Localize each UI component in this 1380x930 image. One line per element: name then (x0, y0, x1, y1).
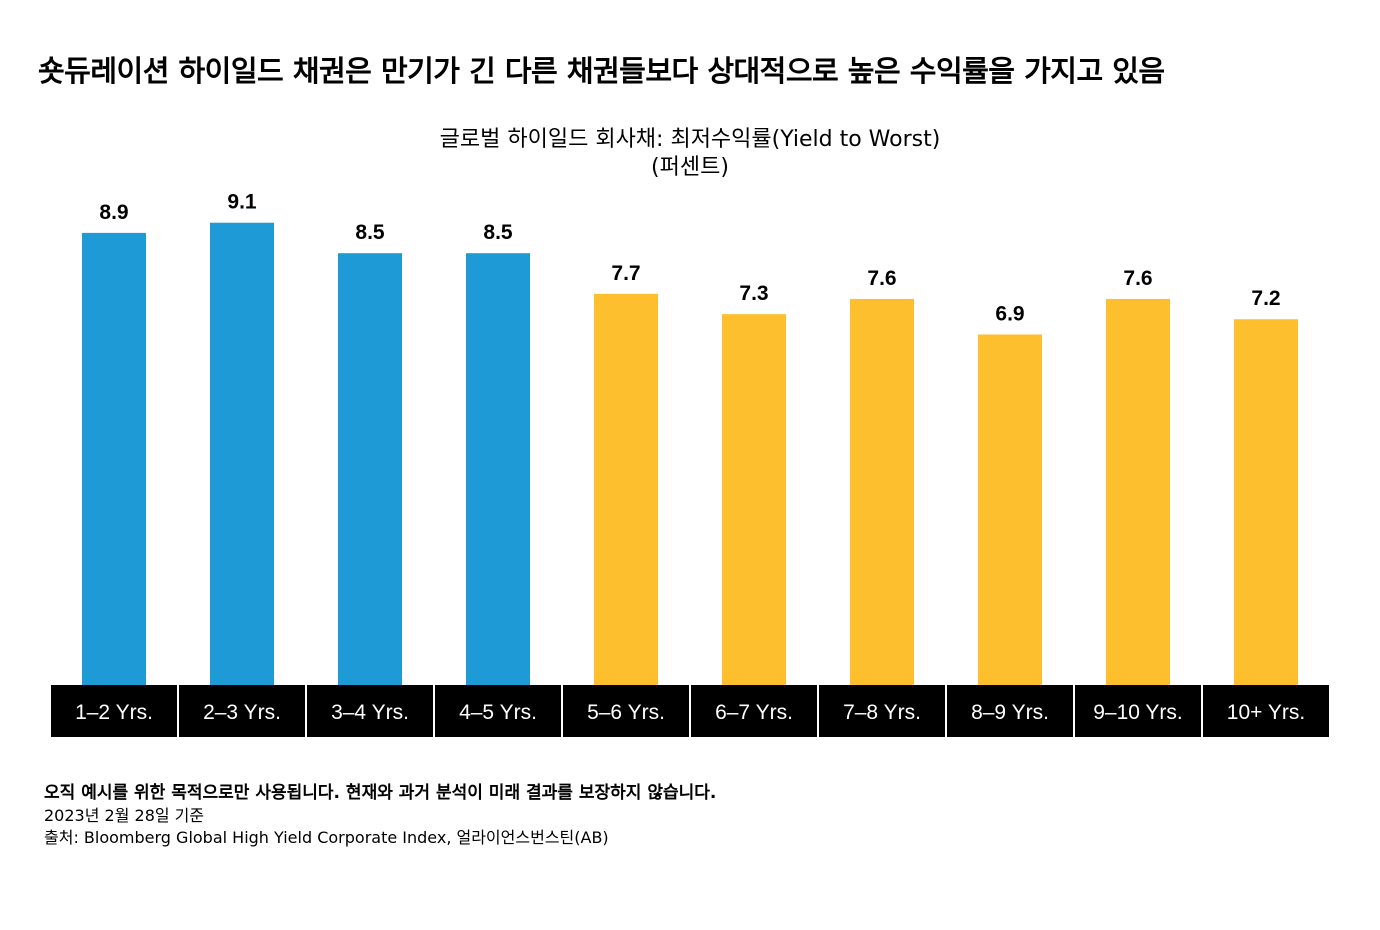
data-label: 7.7 (611, 262, 640, 285)
data-label: 7.2 (1251, 287, 1280, 310)
data-label: 8.5 (355, 221, 385, 244)
category-cell (819, 685, 945, 737)
category-label: 4–5 Yrs. (459, 701, 537, 724)
bar (1106, 298, 1170, 685)
data-label: 7.6 (1123, 267, 1152, 290)
category-label: 1–2 Yrs. (75, 701, 153, 724)
disclaimer: 오직 예시를 위한 목적으로만 사용됩니다. 현재와 과거 분석이 미래 결과를… (44, 783, 717, 803)
data-label: 8.9 (99, 201, 128, 224)
category-label: 5–6 Yrs. (587, 701, 665, 724)
bar (1234, 319, 1298, 685)
data-label: 9.1 (227, 191, 257, 214)
category-label: 2–3 Yrs. (203, 701, 281, 724)
category-label: 6–7 Yrs. (715, 701, 793, 724)
category-label: 8–9 Yrs. (971, 701, 1049, 724)
data-label: 6.9 (995, 302, 1024, 325)
bar (722, 314, 786, 685)
category-cell (51, 685, 177, 737)
data-label: 7.6 (867, 267, 896, 290)
category-cell (435, 685, 561, 737)
category-label: 10+ Yrs. (1227, 701, 1305, 724)
category-cell (691, 685, 817, 737)
bar (82, 232, 146, 685)
bar (210, 222, 274, 685)
bar (466, 253, 530, 685)
chart-subtitle: (퍼센트) (651, 155, 729, 180)
category-label: 7–8 Yrs. (843, 701, 921, 724)
as-of-date: 2023년 2월 28일 기준 (44, 806, 205, 825)
bar (338, 253, 402, 685)
chart-title: 글로벌 하이일드 회사채: 최저수익률(Yield to Worst) (439, 127, 941, 152)
bar-chart: 8.9 1–2 Yrs. 9.1 2–3 Yrs. 8.5 3–4 Yrs. 8.5 4–5 … (51, 191, 1329, 737)
data-label: 7.3 (739, 282, 768, 305)
bar (978, 334, 1042, 685)
page-title: 숏듀레이션 하이일드 채권은 만기가 긴 다른 채권들보다 상대적으로 높은 수… (38, 54, 1165, 88)
bar (594, 293, 658, 685)
category-cell (563, 685, 689, 737)
category-cell (179, 685, 305, 737)
data-label: 8.5 (483, 221, 513, 244)
chart-title-block: 글로벌 하이일드 회사채: 최저수익률(Yield to Worst) (퍼센트… (0, 126, 1380, 182)
category-cell (1075, 685, 1201, 737)
category-cell (1203, 685, 1329, 737)
bar (850, 298, 914, 685)
category-cell (307, 685, 433, 737)
source-note: 출처: Bloomberg Global High Yield Corporat… (44, 828, 609, 847)
category-label: 9–10 Yrs. (1093, 701, 1183, 724)
category-cell (947, 685, 1073, 737)
category-label: 3–4 Yrs. (331, 701, 409, 724)
